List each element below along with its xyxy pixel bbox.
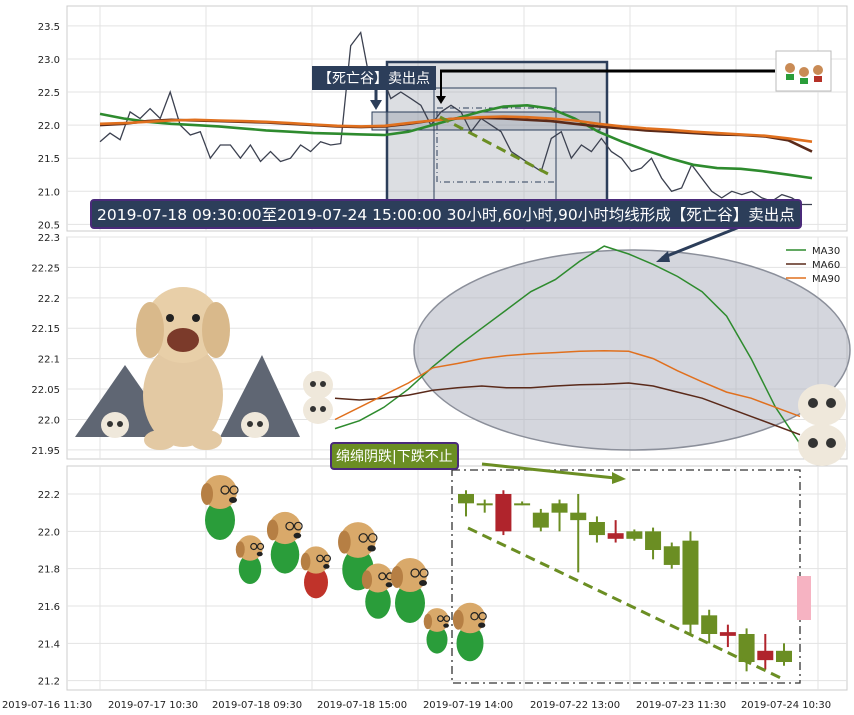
y-tick-label: 23.5: [38, 22, 60, 33]
x-tick-label: 2019-07-22 13:00: [530, 700, 620, 711]
series-line-ma90: [99, 115, 813, 143]
candle-body: [701, 615, 718, 634]
y-tick-label: 22.2: [38, 294, 60, 305]
candle-body: [495, 494, 512, 532]
candle-body: [757, 650, 774, 661]
arrow-head-decline: [612, 472, 626, 484]
x-tick-label: 2019-07-23 11:30: [636, 700, 726, 711]
y-tick-label: 23.0: [38, 55, 60, 66]
x-tick-label: 2019-07-16 11:30: [2, 700, 92, 711]
arrow-head-ma30: [656, 251, 670, 262]
highlight-ellipse: [413, 249, 851, 451]
decline-label: 绵绵阴跌|下跌不止: [330, 442, 459, 470]
sticker-thumbnail: [775, 50, 832, 92]
x-tick-label: 2019-07-18 15:00: [317, 700, 407, 711]
candle-body: [607, 533, 624, 539]
y-tick-label: 21.0: [38, 187, 60, 198]
y-tick-label: 22.0: [38, 121, 60, 132]
y-tick-label: 21.95: [31, 446, 60, 457]
x-tick-label: 2019-07-19 14:00: [423, 700, 513, 711]
pink-marker: [797, 576, 811, 620]
y-tick-label: 21.4: [38, 639, 60, 650]
y-tick-label: 22.0: [38, 415, 60, 426]
candle-body: [776, 650, 792, 662]
legend-ma30: MA30: [812, 246, 840, 257]
arrow-decline: [481, 462, 616, 480]
panel-price-frame: [66, 5, 848, 232]
arrow-head-signal: [436, 96, 446, 104]
skull-icon: [101, 371, 846, 466]
y-tick-label: 22.2: [38, 490, 60, 501]
y-tick-label: 22.0: [38, 527, 60, 538]
y-tick-label: 21.6: [38, 602, 60, 613]
panel-candle-frame: [66, 465, 848, 691]
y-tick-label: 21.5: [38, 154, 60, 165]
candle-body: [532, 512, 549, 528]
top-trend-line: [439, 115, 553, 178]
y-tick-label: 22.3: [38, 233, 60, 244]
series-line-ma30: [334, 245, 801, 445]
y-tick-label: 22.15: [31, 324, 60, 335]
puppy-backpack-stickers: [201, 475, 487, 662]
candle-body: [476, 503, 493, 506]
candle-body: [645, 531, 662, 550]
y-tick-label: 22.05: [31, 385, 60, 396]
candle-trend-line: [467, 526, 786, 682]
candle-body: [514, 503, 531, 506]
poodle-sticker: [136, 287, 230, 450]
candle-body: [458, 494, 474, 504]
x-tick-label: 2019-07-24 10:30: [741, 700, 831, 711]
arrow-head-left: [370, 100, 382, 110]
series-line-ma90: [334, 349, 801, 421]
y-tick-label: 22.1: [38, 355, 60, 366]
series-line-price: [99, 30, 812, 206]
signal-label: 【死亡谷】卖出点: [312, 66, 436, 90]
y-tick-label: 20.5: [38, 220, 60, 231]
candle-body: [663, 546, 680, 565]
candle-body: [682, 540, 699, 625]
series-line-ma60: [334, 382, 801, 436]
y-tick-label: 22.25: [31, 263, 60, 274]
candle-body: [588, 522, 605, 536]
candle-body: [570, 512, 587, 521]
x-tick-label: 2019-07-17 10:30: [108, 700, 198, 711]
candle-body: [738, 634, 755, 662]
candle-body: [719, 632, 736, 636]
x-tick-label: 2019-07-18 09:30: [212, 700, 302, 711]
legend-ma60: MA60: [812, 260, 840, 271]
candle-body: [626, 531, 643, 539]
y-tick-label: 22.5: [38, 88, 60, 99]
y-tick-label: 21.2: [38, 677, 60, 688]
ma-legend: MA30 MA60 MA90: [786, 246, 840, 285]
y-tick-label: 21.8: [38, 565, 60, 576]
signal-banner: 2019-07-18 09:30:00至2019-07-24 15:00:00 …: [90, 199, 802, 229]
candle-body: [551, 503, 568, 513]
legend-ma90: MA90: [812, 274, 840, 285]
